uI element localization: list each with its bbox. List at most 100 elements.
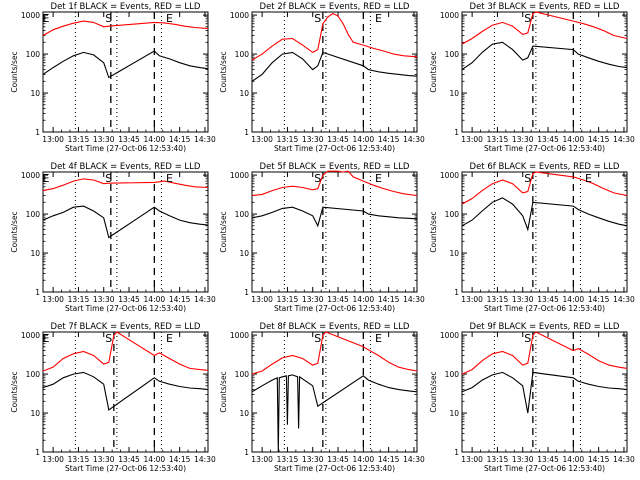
x-tick-label: 14:15 [169, 295, 191, 304]
y-tick-label: 10 [239, 249, 249, 258]
lld-series-line [461, 11, 628, 45]
x-tick-label: 14:30 [613, 455, 635, 464]
x-tick-label: 14:15 [588, 135, 610, 144]
y-tick-label: 1000 [440, 11, 459, 20]
chart-title: Det 2f BLACK = Events, RED = LLD [260, 2, 410, 12]
x-tick-label: 13:30 [512, 295, 534, 304]
plot-frame [461, 171, 628, 293]
events-series-line [42, 50, 209, 79]
chart-panel: Det 3f BLACK = Events, RED = LLD 1 10 100 10… [429, 2, 635, 153]
phase-marker-label: S [524, 12, 531, 25]
events-series-line [461, 371, 628, 414]
phase-marker-label: S [524, 332, 531, 345]
y-tick-label: 1 [244, 288, 249, 297]
y-axis-label: Counts/sec [219, 211, 228, 252]
chart-panel: Det 9f BLACK = Events, RED = LLD 1 10 100 10… [429, 322, 635, 473]
y-axis-label: Counts/sec [219, 371, 228, 412]
x-tick-label: 13:15 [487, 455, 509, 464]
y-axis-label: Counts/sec [10, 211, 19, 252]
plot-frame [461, 331, 628, 453]
phase-marker-label: S [105, 332, 112, 345]
phase-marker-label: E [43, 332, 50, 345]
x-tick-label: 13:00 [461, 455, 483, 464]
x-tick-label: 14:30 [403, 455, 425, 464]
phase-marker-label: E [375, 172, 382, 185]
y-tick-label: 100 [26, 370, 41, 379]
chart-title: Det 3f BLACK = Events, RED = LLD [470, 2, 620, 12]
x-tick-label: 14:15 [378, 455, 400, 464]
lld-series-line [461, 331, 628, 375]
phase-marker-label: E [166, 12, 173, 25]
phase-marker-label: S [105, 12, 112, 25]
x-tick-label: 13:45 [537, 295, 559, 304]
x-tick-label: 13:45 [118, 295, 140, 304]
x-tick-label: 13:00 [42, 455, 64, 464]
x-tick-label: 14:15 [169, 455, 191, 464]
x-tick-label: 14:00 [563, 455, 585, 464]
x-tick-label: 14:00 [353, 455, 375, 464]
y-axis-label: Counts/sec [10, 51, 19, 92]
chart-panel: Det 2f BLACK = Events, RED = LLD 1 10 100 10… [219, 2, 425, 153]
x-tick-label: 14:30 [194, 455, 216, 464]
x-tick-label: 13:45 [118, 135, 140, 144]
y-tick-label: 10 [449, 89, 459, 98]
phase-marker-label: E [166, 332, 173, 345]
x-tick-label: 13:15 [68, 295, 90, 304]
x-tick-label: 13:15 [68, 135, 90, 144]
x-tick-label: 13:00 [251, 295, 273, 304]
chart-title: Det 8f BLACK = Events, RED = LLD [260, 322, 410, 332]
x-axis-label: Start Time (27-Oct-06 12:53:40) [274, 144, 395, 153]
y-tick-label: 1 [244, 128, 249, 137]
x-axis-label: Start Time (27-Oct-06 12:53:40) [484, 464, 605, 473]
x-tick-label: 14:15 [378, 135, 400, 144]
x-tick-label: 14:15 [378, 295, 400, 304]
y-tick-label: 1000 [21, 11, 40, 20]
y-tick-label: 1000 [21, 331, 40, 340]
y-tick-label: 100 [26, 210, 41, 219]
x-tick-label: 13:00 [42, 295, 64, 304]
phase-marker-label: S [105, 172, 112, 185]
phase-marker-label: S [314, 12, 321, 25]
y-tick-label: 1 [454, 288, 459, 297]
y-tick-label: 1 [454, 448, 459, 457]
x-axis-label: Start Time (27-Oct-06 12:53:40) [484, 304, 605, 313]
events-series-line [251, 374, 418, 453]
y-tick-label: 1000 [440, 171, 459, 180]
x-tick-label: 13:15 [68, 455, 90, 464]
x-tick-label: 14:30 [403, 295, 425, 304]
x-tick-label: 13:30 [302, 135, 324, 144]
y-axis-label: Counts/sec [429, 51, 438, 92]
y-tick-label: 10 [30, 409, 40, 418]
chart-panel: Det 6f BLACK = Events, RED = LLD 1 10 100 10… [429, 162, 635, 313]
x-tick-label: 13:15 [277, 135, 299, 144]
lld-series-line [42, 20, 209, 36]
y-tick-label: 1 [454, 128, 459, 137]
chart-title: Det 5f BLACK = Events, RED = LLD [260, 162, 410, 172]
y-tick-label: 1000 [230, 331, 249, 340]
x-tick-label: 14:00 [144, 135, 166, 144]
phase-marker-label: S [314, 172, 321, 185]
y-tick-label: 100 [235, 50, 250, 59]
plot-frame [251, 11, 418, 133]
x-axis-label: Start Time (27-Oct-06 12:53:40) [65, 144, 186, 153]
y-tick-label: 10 [239, 409, 249, 418]
phase-marker-label: E [375, 12, 382, 25]
x-tick-label: 14:30 [613, 295, 635, 304]
events-series-line [42, 205, 209, 239]
y-tick-label: 100 [445, 370, 460, 379]
x-tick-label: 13:30 [302, 455, 324, 464]
x-tick-label: 13:45 [327, 135, 349, 144]
y-tick-label: 10 [449, 409, 459, 418]
x-axis-label: Start Time (27-Oct-06 12:53:40) [65, 464, 186, 473]
y-axis-label: Counts/sec [429, 211, 438, 252]
phase-marker-label: S [314, 332, 321, 345]
x-tick-label: 14:00 [353, 295, 375, 304]
y-tick-label: 100 [26, 50, 41, 59]
plot-frame [42, 171, 209, 293]
y-tick-label: 1 [35, 288, 40, 297]
y-tick-label: 1 [35, 128, 40, 137]
y-tick-label: 1 [244, 448, 249, 457]
phase-marker-label: E [43, 172, 50, 185]
events-series-line [42, 371, 209, 411]
